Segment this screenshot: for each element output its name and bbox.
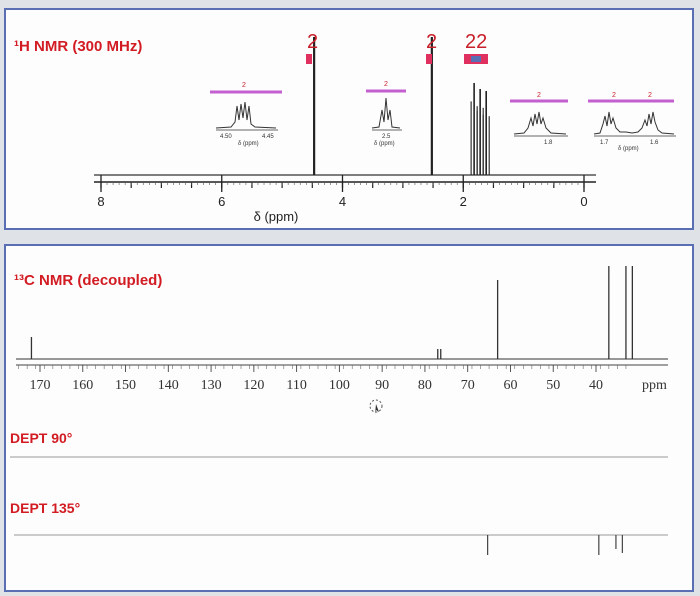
inset-a-tick-0: 4.50: [220, 134, 232, 140]
cnmr-tick-label: 170: [30, 378, 51, 393]
hnmr-xlabel: δ (ppm): [254, 209, 299, 224]
inset-c-multiplet: [513, 111, 567, 135]
hnmr-title: ¹H NMR (300 MHz): [14, 38, 143, 55]
inset-b-unit: δ (ppm): [374, 141, 395, 147]
cnmr-tick-label: 90: [375, 378, 389, 393]
cnmr-tick-label: 140: [158, 378, 179, 393]
hnmr-tick-label: 4: [339, 194, 346, 209]
cnmr-peaks: [30, 266, 634, 359]
hnmr-tick-label: 0: [580, 194, 587, 209]
inset-c-integration: 2: [537, 92, 541, 99]
inset-d-integration-1: 2: [612, 92, 616, 99]
dept135-title: DEPT 135°: [10, 500, 81, 516]
hnmr-inset-c: 2 1.8: [510, 92, 568, 146]
hnmr-integration-marker-1: [306, 54, 312, 64]
hnmr-tick-label: 2: [460, 194, 467, 209]
hnmr-inset-b: 2 2.5 δ (ppm): [366, 81, 406, 147]
cnmr-tick-label: 80: [418, 378, 432, 393]
cnmr-tick-label: 70: [461, 378, 475, 393]
cursor-icon: [369, 399, 383, 414]
inset-a-integration: 2: [242, 82, 246, 89]
cnmr-tick-label: 50: [546, 378, 560, 393]
cnmr-ticks: 170 160 150 140 130 120 110 100 90 80 70 60 50 40: [30, 365, 603, 393]
hnmr-tick-label: 6: [218, 194, 225, 209]
inset-b-integration: 2: [384, 81, 388, 88]
inset-d-integration-2: 2: [648, 92, 652, 99]
inset-d-tick-1: 1.6: [650, 140, 659, 146]
hnmr-integration-marker-2: [426, 54, 432, 64]
cnmr-tick-label: 150: [115, 378, 136, 393]
cnmr-unit: ppm: [642, 378, 667, 393]
hnmr-ticks: 8 6 4 2 0: [97, 175, 588, 209]
cnmr-tick-label: 130: [201, 378, 222, 393]
inset-b-multiplet: [371, 97, 401, 129]
cnmr-title: ¹³C NMR (decoupled): [14, 272, 163, 289]
inset-a-unit: δ (ppm): [238, 141, 259, 147]
hnmr-annotation-2: 2: [426, 31, 437, 53]
cnmr-tick-label: 110: [286, 378, 306, 393]
cnmr-tick-label: 40: [589, 378, 603, 393]
inset-a-tick-1: 4.45: [262, 134, 274, 140]
inset-a-multiplet: [215, 101, 277, 129]
dept90-title: DEPT 90°: [10, 430, 73, 446]
cnmr-tick-label: 160: [72, 378, 93, 393]
cnmr-tick-label: 100: [329, 378, 350, 393]
hnmr-peaks: [313, 37, 490, 175]
hnmr-integration-marker-3-inner: [471, 56, 481, 62]
cnmr-tick-label: 120: [243, 378, 264, 393]
cnmr-panel: ¹³C NMR (decoupled) DEPT 90° DEPT 135° 1…: [4, 244, 694, 592]
inset-b-tick-0: 2.5: [382, 134, 391, 140]
inset-d-unit: δ (ppm): [618, 146, 639, 152]
hnmr-annotation-1: 2: [307, 31, 318, 53]
inset-c-tick-0: 1.8: [544, 140, 553, 146]
hnmr-inset-d: 2 2 1.7 1.6 δ (ppm): [588, 92, 676, 152]
cnmr-tick-label: 60: [503, 378, 517, 393]
hnmr-inset-a: 2 4.50 4.45 δ (ppm): [210, 82, 282, 147]
cnmr-minor-ticks: [18, 365, 627, 369]
inset-d-tick-0: 1.7: [600, 140, 609, 146]
hnmr-tick-label: 8: [97, 194, 104, 209]
cnmr-spectrum: 170 160 150 140 130 120 110 100 90 80 70 60 50 40 ppm: [10, 266, 668, 555]
inset-d-multiplet: [593, 111, 675, 135]
dept135-peaks: [487, 535, 623, 555]
hnmr-annotation-3: 22: [465, 31, 487, 53]
